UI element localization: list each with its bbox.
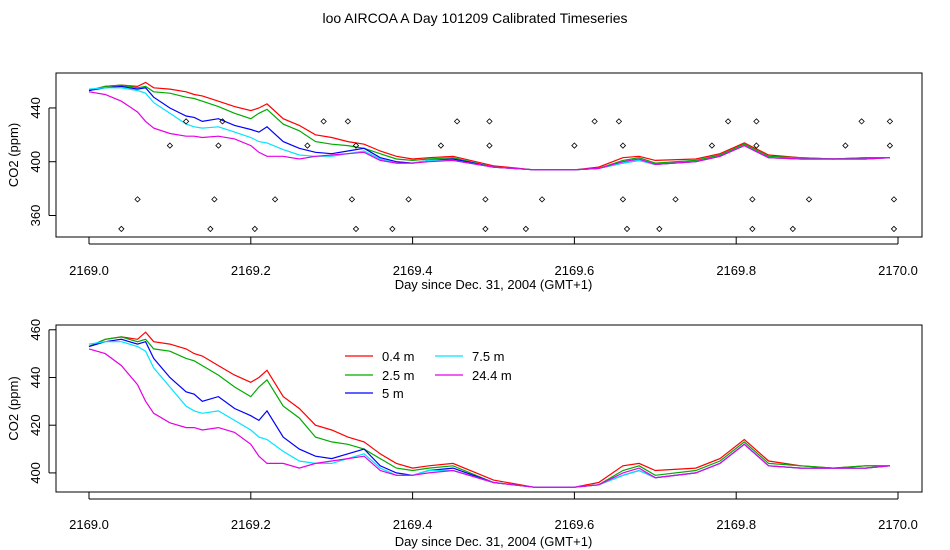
x-tick-label: 2169.4: [393, 263, 433, 278]
series-line-0-4-m: [88, 81, 890, 171]
legend-label: 2.5 m: [382, 368, 415, 383]
x-tick-label: 2170.0: [878, 517, 918, 532]
data-marker: [352, 225, 360, 233]
data-marker: [886, 142, 894, 149]
y-tick-label: 400: [28, 151, 43, 173]
data-marker: [134, 196, 141, 203]
data-marker: [482, 196, 489, 203]
x-tick-label: 2169.4: [393, 517, 433, 532]
y-axis-label: CO2 (ppm): [6, 376, 21, 440]
page-title: loo AIRCOA A Day 101209 Calibrated Times…: [322, 10, 628, 26]
data-marker: [166, 142, 174, 149]
data-marker: [886, 118, 894, 125]
data-marker: [437, 142, 445, 149]
y-tick-label: 420: [28, 414, 43, 436]
data-marker: [271, 196, 279, 203]
data-marker: [344, 118, 352, 125]
data-marker: [805, 196, 813, 203]
x-tick-label: 2169.8: [716, 263, 756, 278]
data-marker: [304, 142, 311, 149]
x-tick-label: 2169.6: [555, 517, 595, 532]
x-tick-label: 2169.0: [69, 263, 109, 278]
data-marker: [118, 225, 125, 233]
x-tick-label: 2169.2: [231, 263, 271, 278]
x-axis-label: Day since Dec. 31, 2004 (GMT+1): [395, 277, 593, 292]
x-tick-label: 2170.0: [878, 263, 918, 278]
x-tick-label: 2169.0: [69, 517, 109, 532]
data-marker: [405, 196, 412, 203]
data-marker: [656, 225, 663, 233]
legend-label: 7.5 m: [472, 349, 505, 364]
data-marker: [482, 225, 489, 233]
data-marker: [749, 196, 756, 203]
series-line-24-4-m: [88, 348, 890, 488]
data-marker: [182, 118, 190, 125]
x-tick-label: 2169.6: [555, 263, 595, 278]
y-tick-label: 400: [28, 462, 43, 484]
data-marker: [749, 225, 756, 233]
data-marker: [858, 118, 865, 125]
x-tick-label: 2169.2: [231, 517, 271, 532]
series-line-24-4-m: [88, 91, 890, 171]
data-marker: [890, 225, 898, 233]
data-marker: [453, 118, 461, 125]
data-marker: [789, 225, 796, 233]
data-marker: [486, 118, 493, 125]
data-marker: [211, 196, 218, 203]
data-marker: [348, 196, 356, 203]
data-marker: [591, 118, 598, 125]
data-marker: [571, 142, 578, 149]
data-marker: [890, 196, 898, 203]
y-tick-label: 360: [28, 205, 43, 227]
data-marker: [389, 225, 396, 233]
y-tick-label: 440: [28, 367, 43, 389]
y-tick-label: 440: [28, 97, 43, 119]
data-marker: [251, 225, 259, 233]
data-marker: [753, 142, 760, 149]
data-marker: [352, 142, 360, 149]
data-marker: [215, 142, 222, 149]
data-marker: [522, 225, 530, 233]
data-marker: [842, 142, 849, 149]
data-marker: [615, 118, 623, 125]
data-marker: [708, 142, 716, 149]
data-marker: [623, 225, 631, 233]
plot-frame: [55, 324, 923, 493]
data-marker: [619, 196, 627, 203]
data-marker: [672, 196, 679, 203]
x-tick-label: 2169.8: [716, 517, 756, 532]
data-marker: [207, 225, 214, 233]
data-marker: [486, 142, 493, 149]
series-line-0-4-m: [88, 331, 890, 488]
data-marker: [219, 118, 226, 125]
data-marker: [320, 118, 327, 125]
plot-frame: [55, 72, 923, 238]
data-marker: [619, 142, 627, 149]
y-tick-label: 460: [28, 319, 43, 341]
legend-label: 5 m: [382, 386, 404, 401]
x-axis-label: Day since Dec. 31, 2004 (GMT+1): [395, 534, 593, 549]
data-marker: [538, 196, 546, 203]
data-marker: [724, 118, 732, 125]
legend-label: 0.4 m: [382, 349, 415, 364]
y-axis-label: CO2 (ppm): [6, 123, 21, 187]
legend-label: 24.4 m: [472, 368, 512, 383]
data-marker: [753, 118, 760, 125]
